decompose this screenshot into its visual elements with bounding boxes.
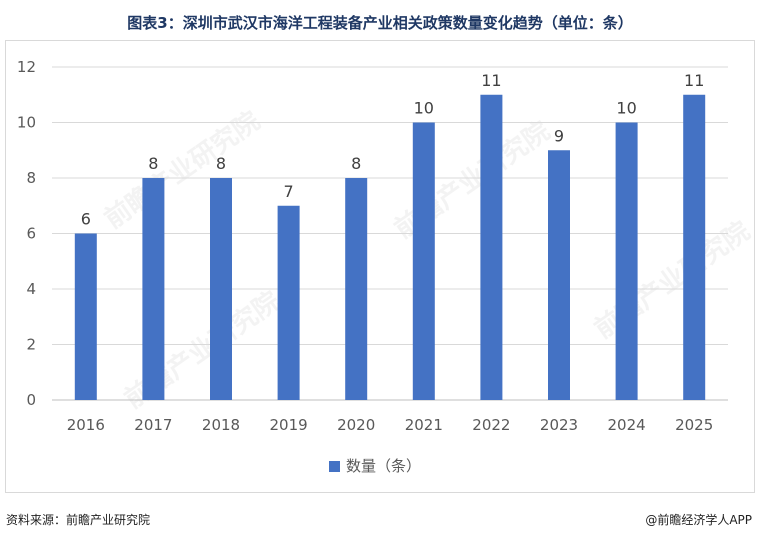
y-tick-label: 8	[26, 169, 36, 187]
x-tick-label: 2021	[405, 416, 443, 434]
y-tick-label: 4	[26, 280, 36, 298]
y-tick-label: 0	[26, 391, 36, 409]
x-tick-label: 2017	[134, 416, 172, 434]
bar	[74, 233, 97, 400]
x-tick-label: 2023	[540, 416, 578, 434]
bar	[142, 178, 165, 400]
bar	[548, 150, 570, 400]
bar	[615, 122, 638, 400]
bar	[277, 205, 300, 400]
x-tick-label: 2018	[202, 416, 240, 434]
data-label: 8	[148, 154, 158, 173]
x-tick-label: 2019	[270, 416, 308, 434]
y-tick-label: 12	[17, 58, 36, 76]
data-label: 10	[414, 99, 434, 118]
x-tick-label: 2016	[67, 416, 105, 434]
chart-frame	[5, 40, 755, 493]
bar	[480, 94, 503, 400]
y-tick-label: 2	[26, 336, 36, 354]
bar	[210, 178, 232, 400]
brand-note: @前瞻经济学人APP	[645, 513, 752, 527]
data-label: 11	[481, 71, 501, 90]
bar	[412, 122, 435, 400]
data-label: 6	[81, 210, 91, 229]
data-label: 7	[284, 182, 294, 201]
source-note: 资料来源：前瞻产业研究院	[6, 513, 151, 527]
x-tick-label: 2024	[608, 416, 646, 434]
chart-title: 图表3：深圳市武汉市海洋工程装备产业相关政策数量变化趋势（单位：条）	[127, 14, 633, 32]
x-tick-label: 2020	[337, 416, 375, 434]
bar-chart: 0 2 4 6 8 10 12 6 8 8 7 8 10 11 9 10 11 2016 2017 2018 201…	[17, 58, 728, 475]
bar	[683, 94, 706, 400]
x-tick-label: 2022	[472, 416, 510, 434]
legend-label: 数量（条）	[346, 457, 421, 475]
data-label: 11	[684, 71, 704, 90]
data-label: 8	[216, 154, 226, 173]
legend-swatch	[329, 461, 340, 472]
data-label: 9	[554, 126, 564, 145]
y-tick-label: 6	[26, 225, 36, 243]
data-label: 10	[616, 99, 636, 118]
bar	[345, 178, 368, 400]
data-label: 8	[351, 154, 361, 173]
y-tick-label: 10	[17, 114, 36, 132]
x-tick-label: 2025	[675, 416, 713, 434]
